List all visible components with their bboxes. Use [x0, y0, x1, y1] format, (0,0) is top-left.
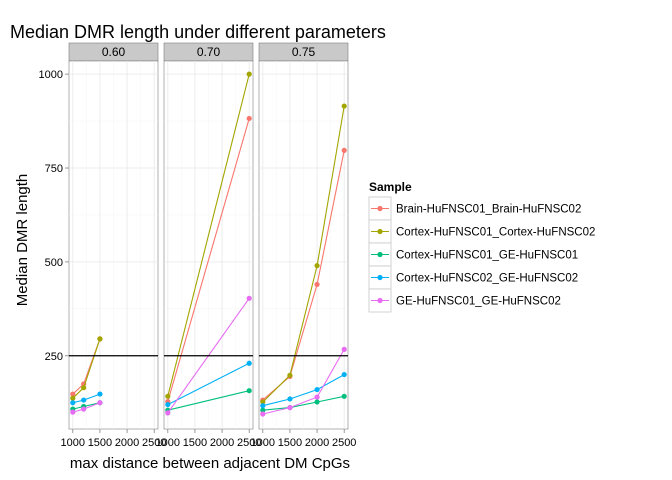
- legend-item: Cortex-HuFNSC01_Cortex-HuFNSC02: [368, 219, 595, 244]
- facet-panel-0.60: 0.60 1000 1500 2000 2500: [61, 42, 166, 449]
- series-line-Cortex-HuFNSC02_GE-HuFNSC02: [167, 362, 250, 406]
- x-tick-label: 2500: [142, 437, 166, 449]
- legend-label: Brain-HuFNSC01_Brain-HuFNSC02: [396, 204, 581, 216]
- data-point: [341, 371, 347, 378]
- data-point: [314, 386, 320, 393]
- legend-item: Cortex-HuFNSC01_GE-HuFNSC01: [368, 242, 578, 267]
- x-tick-label: 2000: [115, 437, 139, 449]
- data-point: [97, 391, 103, 397]
- chart-title: Median DMR length under different parame…: [10, 22, 386, 42]
- facet-panel-0.75: 0.75 1000 1500 2000 2500: [251, 42, 356, 449]
- data-point: [260, 403, 266, 409]
- data-point: [165, 401, 171, 408]
- legend-item: Brain-HuFNSC01_Brain-HuFNSC02: [368, 196, 581, 221]
- legend-key-point: [377, 274, 383, 281]
- series-line-Brain-HuFNSC01_Brain-HuFNSC02: [167, 118, 250, 402]
- legend-label: Cortex-HuFNSC01_GE-HuFNSC01: [396, 250, 578, 262]
- data-point: [287, 396, 293, 402]
- x-tick-label: 2500: [237, 437, 261, 449]
- data-point: [70, 395, 76, 401]
- data-point: [70, 400, 76, 406]
- y-tick-label: 250: [45, 351, 63, 363]
- x-tick-label: 2500: [332, 437, 356, 449]
- data-point: [246, 115, 252, 122]
- facet-strip-label: 0.60: [102, 45, 126, 59]
- y-tick-label: 1000: [39, 69, 63, 81]
- legend-key-point: [377, 251, 383, 258]
- x-tick-label: 1000: [61, 437, 85, 449]
- data-point: [341, 147, 347, 153]
- series-line-Cortex-HuFNSC01_GE-HuFNSC01: [167, 390, 250, 411]
- data-point: [246, 295, 252, 301]
- data-point: [314, 263, 320, 269]
- facet-strip-label: 0.70: [197, 45, 221, 59]
- x-tick-label: 1500: [183, 437, 207, 449]
- series-line-Cortex-HuFNSC01_GE-HuFNSC01: [262, 395, 345, 411]
- data-point: [165, 393, 171, 399]
- series-line-Cortex-HuFNSC01_Cortex-HuFNSC02: [167, 73, 250, 397]
- data-point: [70, 391, 76, 397]
- y-axis-label: Median DMR length: [14, 174, 31, 307]
- x-tick-label: 2000: [305, 437, 329, 449]
- y-axis: 250 500 750 1000: [39, 69, 69, 363]
- legend-label: Cortex-HuFNSC02_GE-HuFNSC02: [396, 273, 578, 285]
- data-point: [165, 410, 171, 416]
- data-point: [287, 372, 293, 378]
- data-point: [260, 399, 266, 405]
- data-point: [341, 393, 347, 399]
- data-point: [97, 400, 103, 406]
- legend: Sample Brain-HuFNSC01_Brain-HuFNSC02 Cort…: [368, 180, 595, 313]
- legend-label: GE-HuFNSC01_GE-HuFNSC02: [396, 296, 561, 308]
- data-point: [81, 406, 87, 412]
- data-point: [97, 336, 103, 342]
- data-point: [246, 360, 252, 366]
- x-axis-label: max distance between adjacent DM CpGs: [70, 455, 350, 472]
- legend-title: Sample: [369, 180, 412, 194]
- series-line-Cortex-HuFNSC01_Cortex-HuFNSC02: [262, 106, 345, 403]
- series-line-GE-HuFNSC01_GE-HuFNSC02: [262, 349, 345, 415]
- data-point: [81, 397, 87, 403]
- x-tick-label: 1000: [251, 437, 275, 449]
- x-tick-label: 1500: [88, 437, 112, 449]
- legend-key-point: [377, 205, 383, 212]
- data-point: [287, 404, 293, 411]
- legend-label: Cortex-HuFNSC01_Cortex-HuFNSC02: [396, 227, 595, 239]
- data-point: [341, 103, 347, 109]
- data-point: [246, 388, 252, 394]
- data-point: [314, 399, 320, 405]
- y-tick-label: 500: [45, 257, 63, 269]
- legend-item: GE-HuFNSC01_GE-HuFNSC02: [368, 288, 561, 313]
- x-tick-label: 1500: [278, 437, 302, 449]
- legend-item: Cortex-HuFNSC02_GE-HuFNSC02: [368, 265, 578, 290]
- data-point: [81, 385, 87, 391]
- data-point: [260, 411, 266, 417]
- x-tick-label: 1000: [156, 437, 180, 449]
- facet-strip-label: 0.75: [292, 45, 316, 59]
- series-line-Cortex-HuFNSC02_GE-HuFNSC02: [262, 374, 345, 407]
- facet-panel-0.70: 0.70 1000 1500 2000 2500: [156, 42, 261, 449]
- legend-key-point: [377, 228, 383, 235]
- data-point: [314, 394, 320, 400]
- data-point: [341, 346, 347, 352]
- data-point: [70, 409, 76, 415]
- data-point: [260, 407, 266, 413]
- y-tick-label: 750: [45, 163, 63, 175]
- x-tick-label: 2000: [210, 437, 234, 449]
- data-point: [314, 281, 320, 288]
- legend-key-point: [377, 297, 383, 304]
- data-point: [246, 71, 252, 77]
